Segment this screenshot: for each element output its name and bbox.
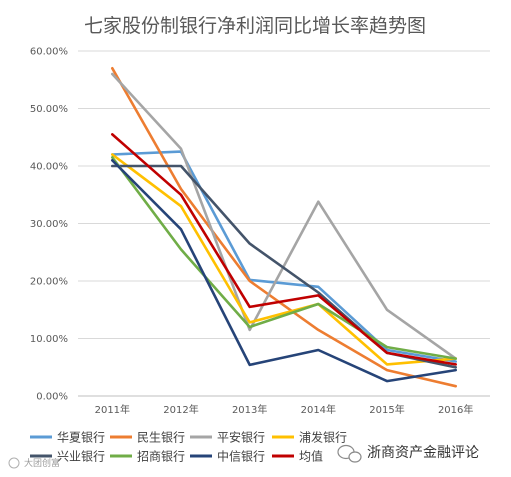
y-tick-label: 0.00%	[36, 392, 68, 403]
chart-title: 七家股份制银行净利润同比增长率趋势图	[84, 15, 426, 37]
series-line	[111, 156, 458, 360]
watermark-right-text: 浙商资产金融评论	[367, 445, 479, 461]
y-axis-tick-labels: 0.00% 10.00% 20.00% 30.00% 40.00% 50.00% 60.00…	[30, 47, 68, 403]
y-tick-label: 40.00%	[30, 162, 68, 173]
weibo-logo-icon	[8, 457, 20, 469]
series-lines	[111, 67, 458, 388]
wechat-logo-icon	[337, 444, 362, 463]
y-tick-label: 30.00%	[30, 219, 68, 230]
watermark-left: 大团创富	[8, 457, 60, 469]
x-tick-label: 2012年	[163, 403, 198, 416]
y-tick-label: 10.00%	[30, 334, 68, 345]
legend-label: 平安银行	[217, 430, 265, 445]
legend-label: 均值	[299, 449, 323, 464]
x-tick-label: 2011年	[95, 403, 130, 416]
legend-label: 华夏银行	[57, 431, 105, 445]
gridlines	[78, 50, 490, 397]
y-tick-label: 20.00%	[30, 277, 68, 288]
x-axis-tick-labels: 2011年 2012年 2013年 2014年 2015年 2016年	[95, 403, 474, 416]
legend-label: 民生银行	[137, 431, 185, 445]
series-line	[111, 159, 458, 383]
y-tick-label: 50.00%	[30, 104, 68, 115]
legend-label: 兴业银行	[57, 450, 105, 464]
watermark-left-text: 大团创富	[24, 457, 60, 469]
series-line	[111, 153, 458, 366]
x-tick-label: 2013年	[232, 403, 267, 416]
x-tick-label: 2015年	[369, 403, 404, 416]
series-line	[111, 72, 458, 360]
watermark-right: 浙商资产金融评论	[337, 444, 479, 463]
legend-label: 招商银行	[137, 449, 185, 464]
series-line	[111, 150, 458, 363]
legend-label: 浦发银行	[299, 430, 347, 445]
series-line	[111, 67, 458, 388]
series-line	[111, 133, 458, 366]
x-tick-label: 2016年	[438, 403, 473, 416]
x-tick-label: 2014年	[301, 403, 336, 416]
legend-label: 中信银行	[217, 449, 265, 464]
y-tick-label: 60.00%	[30, 47, 68, 58]
